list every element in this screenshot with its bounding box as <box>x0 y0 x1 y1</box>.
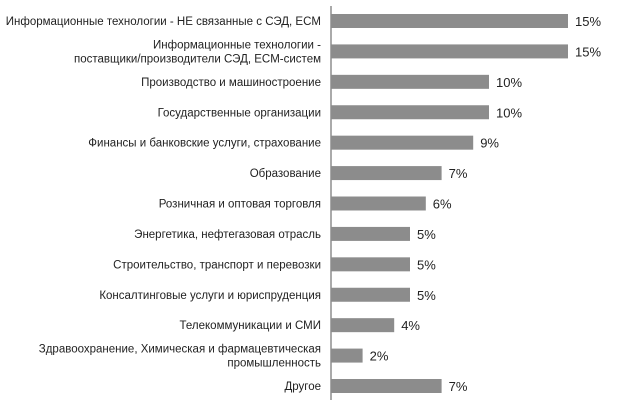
category-label: Энергетика, нефтегазовая отрасль <box>134 229 321 241</box>
category-label-line: поставщики/производители СЭД, ECM-систем <box>74 53 321 65</box>
bar <box>331 348 363 363</box>
bar <box>331 226 410 241</box>
category-label-line: Консалтинговые услуги и юриспруденция <box>99 290 321 302</box>
value-label: 7% <box>449 379 468 394</box>
category-label: Здравоохранение, Химическая и фармацевти… <box>39 344 321 370</box>
category-label: Информационные технологии - поставщики/пр… <box>74 39 321 65</box>
value-label: 9% <box>480 136 499 151</box>
bar <box>331 166 442 181</box>
value-label: 10% <box>496 75 522 90</box>
category-label: Консалтинговые услуги и юриспруденция <box>99 290 321 302</box>
bar <box>331 135 474 150</box>
category-label-line: Здравоохранение, Химическая и фармацевти… <box>39 344 321 356</box>
value-label: 15% <box>575 14 601 29</box>
bar <box>331 74 489 89</box>
category-label-line: Финансы и банковские услуги, страхование <box>88 138 321 150</box>
category-label: Государственные организации <box>158 107 321 119</box>
category-label-line: Государственные организации <box>158 107 321 119</box>
category-label-line: Образование <box>250 168 321 180</box>
value-label: 2% <box>370 349 389 364</box>
value-label: 4% <box>401 318 420 333</box>
category-label-line: Розничная и оптовая торговля <box>159 199 321 211</box>
value-label: 5% <box>417 227 436 242</box>
category-label: Телекоммуникации и СМИ <box>180 320 321 332</box>
category-label-line: Строительство, транспорт и перевозки <box>113 259 321 271</box>
bar <box>331 379 442 393</box>
category-label: Розничная и оптовая торговля <box>159 199 321 211</box>
category-label: Информационные технологии - НЕ связанные… <box>6 16 321 28</box>
category-label-line: Другое <box>284 381 321 393</box>
category-label-line: Информационные технологии - <box>153 39 321 51</box>
bar <box>331 14 568 28</box>
value-label: 5% <box>417 288 436 303</box>
category-label: Строительство, транспорт и перевозки <box>113 259 321 271</box>
bar <box>331 318 395 333</box>
category-label-line: Телекоммуникации и СМИ <box>180 320 321 332</box>
category-label-line: Энергетика, нефтегазовая отрасль <box>134 229 321 241</box>
bar <box>331 105 489 120</box>
category-label-line: Производство и машиностроение <box>141 77 321 89</box>
bar <box>331 44 568 59</box>
bar <box>331 257 410 272</box>
value-label: 7% <box>449 166 468 181</box>
value-label: 6% <box>433 197 452 212</box>
category-label: Образование <box>250 168 321 180</box>
category-label: Финансы и банковские услуги, страхование <box>88 138 321 150</box>
value-label: 10% <box>496 105 522 120</box>
category-label-line: Информационные технологии - НЕ связанные… <box>6 16 321 28</box>
category-label: Производство и машиностроение <box>141 77 321 89</box>
bar <box>331 287 410 302</box>
value-label: 15% <box>575 44 601 59</box>
bar <box>331 196 426 211</box>
category-label-line: промышленность <box>227 358 321 370</box>
category-label: Другое <box>284 381 321 393</box>
value-label: 5% <box>417 257 436 272</box>
